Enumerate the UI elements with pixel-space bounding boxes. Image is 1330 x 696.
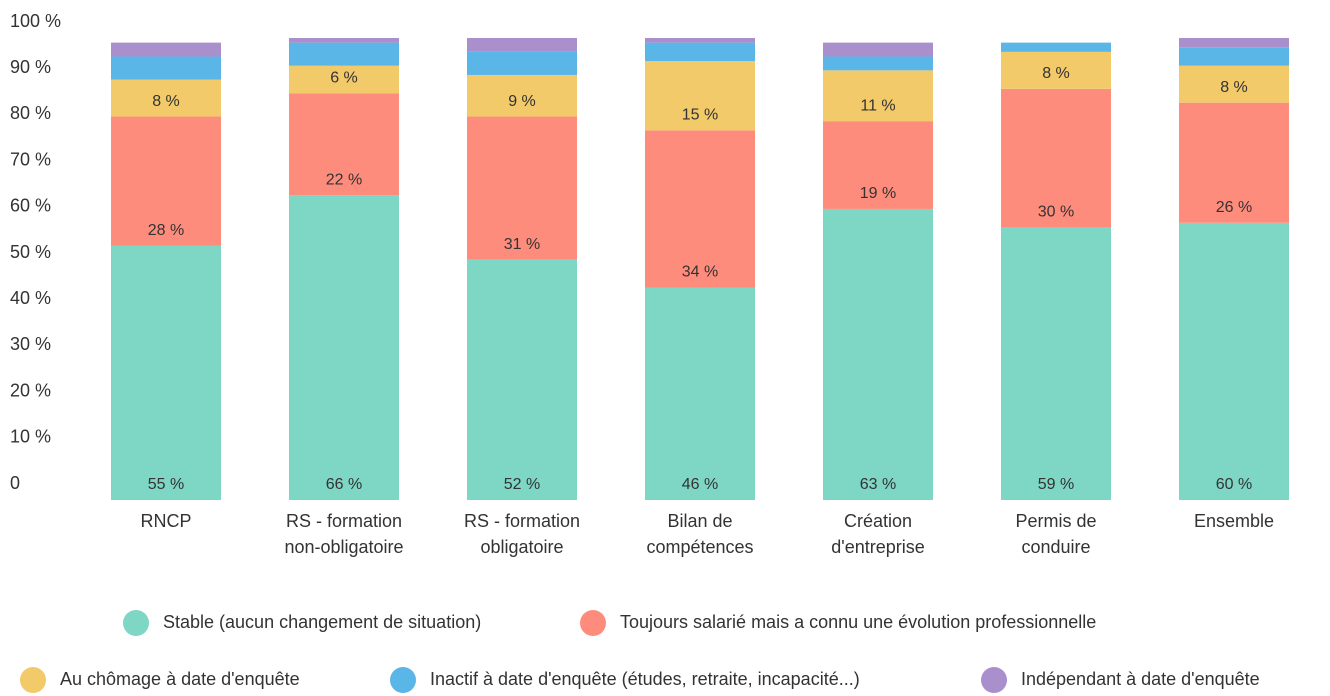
value-label: 11 %: [860, 97, 895, 114]
bar-segment: [289, 65, 399, 94]
bar-segment: [111, 116, 221, 246]
x-tick-label: RS - formation non-obligatoire: [284, 511, 403, 557]
legend-swatch: [123, 610, 149, 636]
x-tick-line: RS - formation: [464, 511, 580, 531]
bar-segment: [1179, 222, 1289, 501]
y-tick-label: 30 %: [10, 334, 51, 354]
x-tick-label: Création d'entreprise: [831, 511, 925, 557]
legend-label: Stable (aucun changement de situation): [163, 612, 481, 632]
x-tick-line: non-obligatoire: [284, 537, 403, 557]
y-tick-label: 40 %: [10, 288, 51, 308]
bar-segment: [111, 245, 221, 500]
bar-segment: [467, 116, 577, 260]
y-tick-label: 0: [10, 473, 20, 493]
bar-segment: [1179, 65, 1289, 103]
value-label: 6 %: [330, 70, 358, 87]
value-label: 66 %: [326, 476, 362, 493]
x-tick-line: Création: [844, 511, 912, 531]
x-tick-label: Ensemble: [1194, 511, 1274, 531]
x-tick-line: d'entreprise: [831, 537, 925, 557]
value-label: 34 %: [682, 264, 718, 281]
value-label: 8 %: [1042, 65, 1070, 82]
y-tick-label: 20 %: [10, 380, 51, 400]
bar-segment: [111, 56, 221, 80]
value-label: 8 %: [1220, 79, 1248, 96]
bar-segment: [1001, 227, 1111, 501]
bar-segment: [1179, 38, 1289, 48]
bar-segment: [467, 74, 577, 117]
x-tick-label: Permis de conduire: [1015, 511, 1096, 557]
legend-swatch: [20, 667, 46, 693]
bar-segment: [645, 42, 755, 62]
bar-segment: [1001, 42, 1111, 52]
value-label: 15 %: [682, 107, 718, 124]
value-label: 22 %: [326, 171, 362, 188]
bar-segment: [645, 61, 755, 131]
bar-segment: [289, 38, 399, 43]
bar-segment: [1179, 47, 1289, 66]
bar-segment: [645, 130, 755, 288]
value-label: 59 %: [1038, 476, 1074, 493]
bar-segment: [823, 70, 933, 122]
bar-segment: [645, 287, 755, 500]
legend-label: Au chômage à date d'enquête: [60, 669, 300, 689]
legend-label: Indépendant à date d'enquête: [1021, 669, 1260, 689]
x-tick-label: Bilan de compétences: [646, 511, 753, 557]
x-tick-label: RNCP: [140, 511, 191, 531]
y-tick-label: 50 %: [10, 242, 51, 262]
value-label: 60 %: [1216, 476, 1252, 493]
bar-segment: [645, 38, 755, 43]
value-label: 31 %: [504, 236, 540, 253]
value-label: 30 %: [1038, 204, 1074, 221]
value-label: 28 %: [148, 222, 184, 239]
x-tick-line: RNCP: [140, 511, 191, 531]
y-tick-label: 100 %: [10, 11, 61, 31]
y-tick-label: 10 %: [10, 427, 51, 447]
bar-segment: [1001, 88, 1111, 228]
bar-segment: [823, 42, 933, 57]
bar-segment: [111, 42, 221, 57]
value-label: 46 %: [682, 476, 718, 493]
bar-segment: [823, 56, 933, 71]
bar-segment: [467, 38, 577, 52]
y-tick-label: 80 %: [10, 103, 51, 123]
x-tick-line: RS - formation: [286, 511, 402, 531]
legend-label: Inactif à date d'enquête (études, retrai…: [430, 669, 860, 689]
bar-segment: [467, 259, 577, 500]
bar-segment: [289, 195, 399, 500]
bar-segment: [1179, 102, 1289, 223]
legend-swatch: [390, 667, 416, 693]
value-label: 63 %: [860, 476, 896, 493]
bar-segment: [111, 79, 221, 117]
bar-segment: [289, 93, 399, 196]
legend-label: Toujours salarié mais a connu une évolut…: [620, 612, 1096, 632]
y-tick-label: 90 %: [10, 57, 51, 77]
x-tick-line: Bilan de: [667, 511, 732, 531]
value-label: 55 %: [148, 476, 184, 493]
y-tick-label: 60 %: [10, 196, 51, 216]
x-tick-line: Ensemble: [1194, 511, 1274, 531]
value-label: 8 %: [152, 93, 180, 110]
x-tick-line: obligatoire: [480, 537, 563, 557]
bar-segment: [467, 51, 577, 75]
value-label: 19 %: [860, 185, 896, 202]
y-tick-label: 70 %: [10, 149, 51, 169]
bar-segment: [823, 208, 933, 500]
legend-swatch: [981, 667, 1007, 693]
bar-segment: [289, 42, 399, 66]
x-tick-label: RS - formation obligatoire: [464, 511, 580, 557]
bar-segment: [823, 121, 933, 209]
bar-segment: [1001, 51, 1111, 89]
value-label: 9 %: [508, 93, 536, 110]
x-tick-line: conduire: [1021, 537, 1090, 557]
legend-swatch: [580, 610, 606, 636]
x-tick-line: Permis de: [1015, 511, 1096, 531]
value-label: 52 %: [504, 476, 540, 493]
value-label: 26 %: [1216, 199, 1252, 216]
x-tick-line: compétences: [646, 537, 753, 557]
